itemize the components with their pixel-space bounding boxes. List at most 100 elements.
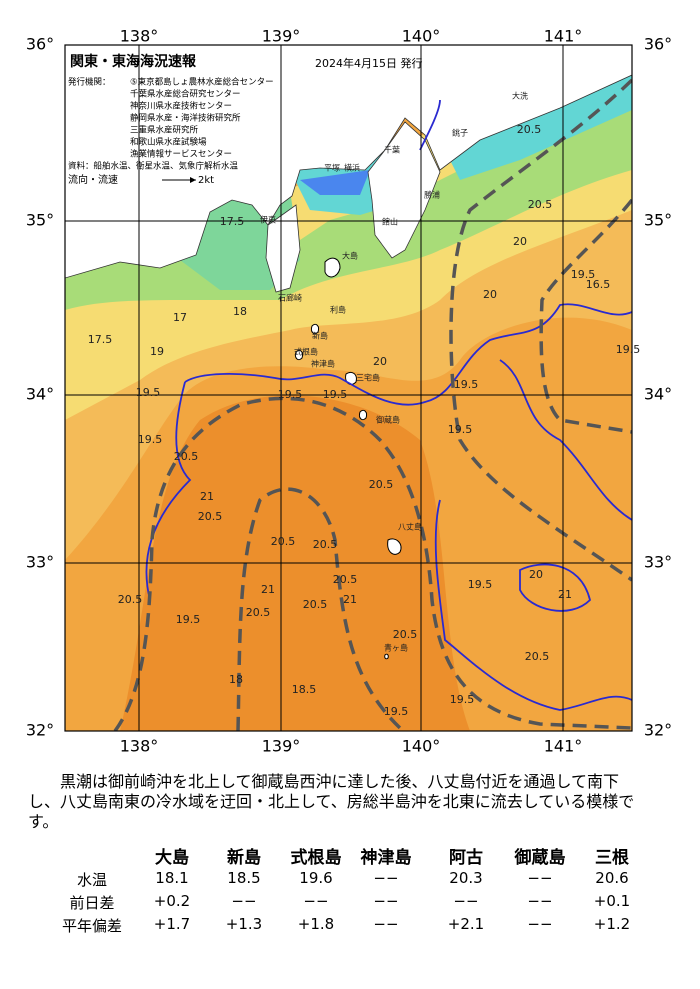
lon-label: 138° [120, 27, 159, 46]
table-cell: 20.6 [595, 869, 629, 887]
column-header: 御蔵島 [514, 848, 566, 868]
place-name: 式根島 [294, 347, 318, 357]
lon-label: 141° [544, 27, 583, 46]
place-name: 館山 [382, 217, 398, 227]
lat-label: 35° [644, 211, 672, 230]
isotherm-label: 20 [373, 355, 387, 368]
isotherm-label: 19 [150, 345, 164, 358]
table-cell: 19.6 [299, 869, 333, 887]
column-header: 阿古 [449, 848, 483, 868]
isotherm-label: 20.5 [333, 573, 358, 586]
isotherm-label: 20.5 [313, 538, 338, 551]
isotherm-label: 19.5 [136, 386, 161, 399]
table-cell: −− [373, 915, 399, 933]
place-name: 御蔵島 [376, 415, 400, 425]
isotherm-label: 17 [173, 311, 187, 324]
table-cell: +0.1 [593, 892, 631, 910]
summary: 黒潮は御前崎沖を北上して御蔵島西沖に達した後、八丈島付近を通過して南下し、八丈島… [28, 772, 635, 831]
isotherm-label: 18 [233, 305, 247, 318]
isotherm-label: 17.5 [220, 215, 245, 228]
isotherm-label: 21 [558, 588, 572, 601]
lat-label: 36° [644, 35, 672, 54]
place-name: 神津島 [311, 359, 335, 369]
isotherm-label: 19.5 [450, 693, 475, 706]
lat-label: 34° [644, 385, 672, 404]
lon-label: 141° [544, 737, 583, 756]
table-cell: −− [303, 892, 329, 910]
column-header: 大島 [155, 848, 189, 868]
isotherm-label: 20.5 [198, 510, 223, 523]
issuer: 神奈川県水産技術センター [130, 101, 232, 112]
column-header: 式根島 [290, 848, 342, 868]
table-cell: +0.2 [153, 892, 191, 910]
isotherm-label: 21 [343, 593, 357, 606]
lon-label: 140° [402, 737, 441, 756]
issuer: 千葉県水産総合研究センター [130, 89, 241, 100]
lat-label: 32° [26, 721, 54, 740]
isotherm-label: 20.5 [174, 450, 199, 463]
place-name: 横浜 [344, 163, 360, 173]
data-source: 資料：船舶水温、衛星水温、気象庁解析水温 [68, 161, 239, 172]
issuer: 三重県水産研究所 [130, 125, 199, 136]
title: 関東・東海海況速報 [70, 53, 197, 70]
table-cell: −− [527, 915, 553, 933]
isotherm-label: 19.5 [176, 613, 201, 626]
place-name: 銚子 [452, 128, 468, 138]
table-cell: −− [453, 892, 479, 910]
lat-label: 33° [26, 553, 54, 572]
map-frame [64, 44, 633, 732]
lat-label: 33° [644, 553, 672, 572]
isotherm-label: 19.5 [448, 423, 473, 436]
row-label: 水温 [76, 871, 108, 889]
table-cell: +1.2 [593, 915, 631, 933]
isotherm-label: 19.5 [616, 343, 641, 356]
place-name: 大洗 [512, 91, 528, 101]
table-cell: 20.3 [449, 869, 483, 887]
place-name: 三宅島 [356, 373, 380, 383]
current-axis [113, 78, 632, 731]
lon-label: 140° [402, 27, 441, 46]
isotherm-label: 18 [229, 673, 243, 686]
date: 2024年4月15日 発行 [315, 56, 423, 70]
table-cell: +1.8 [297, 915, 335, 933]
lat-label: 34° [26, 385, 54, 404]
place-name: 千葉 [384, 145, 400, 155]
isotherm-label: 20 [529, 568, 543, 581]
isotherm-label: 20 [483, 288, 497, 301]
isotherm-label: 20.5 [246, 606, 271, 619]
lat-label: 35° [26, 211, 54, 230]
table-cell: −− [527, 869, 553, 887]
place-name: 勝浦 [424, 190, 440, 200]
isotherm-label: 18.5 [292, 683, 317, 696]
isotherm-label: 19.5 [138, 433, 163, 446]
issuer: 漁業情報サービスセンター [130, 149, 232, 160]
isotherm-label: 19.5 [278, 388, 303, 401]
isotherm-label: 19.5 [454, 378, 479, 391]
table-cell: +2.1 [447, 915, 485, 933]
place-name: 青ヶ島 [384, 643, 408, 653]
flow-legend-arrow-head [190, 177, 196, 183]
isotherm-label: 19.5 [323, 388, 348, 401]
place-name: 平塚 [324, 164, 340, 173]
table-cell: −− [373, 869, 399, 887]
place-name: 利島 [330, 305, 346, 315]
table-cell: +1.7 [153, 915, 191, 933]
lat-label: 36° [26, 35, 54, 54]
column-header: 新島 [227, 848, 261, 868]
map: 関東・東海海況速報 2024年4月15日 発行 発行機関： 資料：船舶水温、衛星… [26, 27, 672, 756]
issuers-label: 発行機関： [68, 77, 111, 88]
graticule [65, 45, 632, 731]
issuer: 和歌山県水産試験場 [130, 137, 207, 148]
isotherm-label: 20.5 [393, 628, 418, 641]
isotherm-label: 20.5 [303, 598, 328, 611]
isotherm-label: 21 [261, 583, 275, 596]
issuer: 静岡県水産・海洋技術研究所 [130, 113, 241, 124]
isotherm-label: 19.5 [384, 705, 409, 718]
flow-legend-label: 流向・流速 [68, 173, 118, 186]
sea-temperature [65, 45, 632, 731]
table-cell: 18.1 [155, 869, 189, 887]
table-cell: −− [527, 892, 553, 910]
isotherm-label: 20.5 [528, 198, 553, 211]
place-name: 石廊崎 [278, 293, 302, 303]
